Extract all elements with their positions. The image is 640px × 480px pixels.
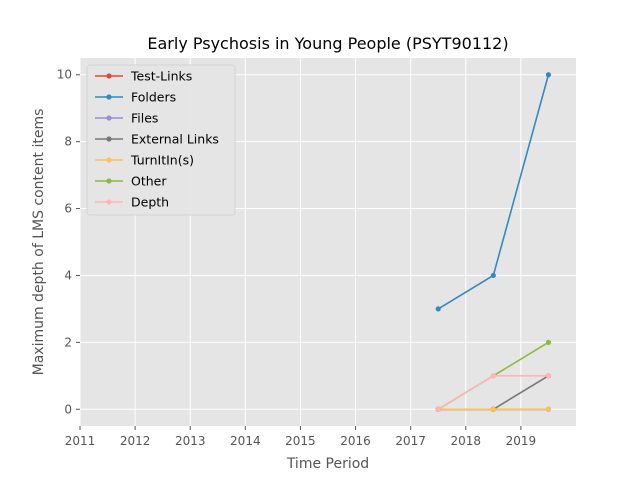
data-point [545,406,552,412]
legend-item: Other [95,174,167,189]
data-point [435,406,441,412]
x-axis-label: Time Period [286,456,369,472]
axis-ticks: 2011 2012 2013 2014 2015 2016 2017 2018 2019 0 2 4 6… [57,68,536,448]
legend-label: Folders [131,90,176,105]
legend-label: Other [131,174,167,189]
x-tick-label: 2017 [395,434,426,448]
y-tick-label: 10 [57,68,72,82]
legend-item: Test-Links [95,69,192,84]
legend-item: Files [95,111,158,126]
y-tick-label: 2 [64,335,72,349]
legend-item: TurnItIn(s) [95,153,194,168]
legend-marker [106,115,112,121]
legend-item: Depth [95,195,169,210]
series-folders [435,72,552,312]
y-tick-label: 8 [64,135,72,149]
data-point [545,339,552,345]
legend: Test-Links Folders Files External Links Turn… [86,64,236,216]
legend-marker [106,73,112,79]
y-tick-label: 0 [64,402,72,416]
x-tick-label: 2012 [120,434,151,448]
y-tick-label: 6 [64,202,72,216]
x-tick-label: 2015 [285,434,316,448]
legend-marker [106,199,112,205]
legend-label: TurnItIn(s) [130,153,194,168]
x-tick-label: 2018 [451,434,482,448]
y-axis-label: Maximum depth of LMS content items [31,109,47,376]
legend-item: Folders [95,90,176,105]
x-tick-label: 2014 [230,434,261,448]
data-point [545,373,552,379]
legend-item: External Links [95,132,219,147]
x-tick-label: 2019 [506,434,537,448]
legend-marker [106,136,112,142]
series-depth [435,373,552,412]
x-tick-label: 2011 [65,434,96,448]
data-point [435,306,441,312]
legend-marker [106,178,112,184]
legend-marker [106,157,112,163]
chart-title: Early Psychosis in Young People (PSYT901… [147,34,508,53]
x-tick-label: 2013 [175,434,206,448]
legend-label: Files [131,111,158,126]
data-point [490,406,496,412]
legend-marker [106,94,112,100]
data-point [545,72,552,78]
legend-label: Depth [131,195,169,210]
series-layer [435,72,552,412]
x-tick-label: 2016 [340,434,371,448]
data-point [490,373,496,379]
data-point [490,272,496,279]
legend-frame [86,64,236,216]
y-tick-label: 4 [64,268,72,282]
legend-label: Test-Links [130,69,192,84]
legend-label: External Links [131,132,219,147]
